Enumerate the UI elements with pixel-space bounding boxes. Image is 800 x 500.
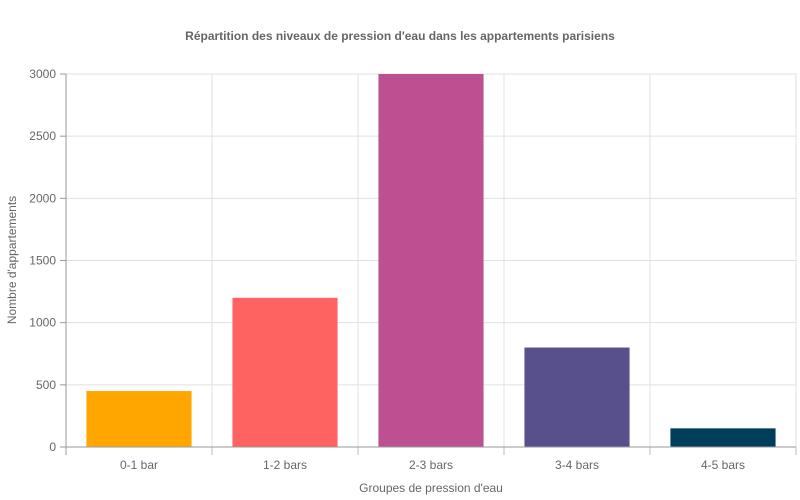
x-tick-label: 0-1 bar bbox=[120, 458, 158, 472]
x-axis-label: Groupes de pression d'eau bbox=[359, 481, 503, 495]
bar-0-1-bar[interactable] bbox=[86, 391, 192, 447]
x-tick-label: 2-3 bars bbox=[409, 458, 453, 472]
y-tick-label: 3000 bbox=[29, 67, 56, 81]
bar-4-5-bars[interactable] bbox=[670, 428, 776, 447]
y-tick-label: 2500 bbox=[29, 129, 56, 143]
y-axis-label: Nombre d'appartements bbox=[5, 196, 19, 324]
x-tick-label: 4-5 bars bbox=[701, 458, 745, 472]
axes: 0 500 1000 1500 2000 2500 3000 0-1 bar 1-2 bars 2… bbox=[29, 67, 797, 472]
y-tick-label: 0 bbox=[49, 440, 56, 454]
bar-3-4-bars[interactable] bbox=[524, 347, 630, 447]
y-tick-label: 1500 bbox=[29, 254, 56, 268]
bar-2-3-bars[interactable] bbox=[378, 74, 484, 447]
bars bbox=[86, 74, 776, 447]
y-tick-label: 500 bbox=[36, 378, 56, 392]
bar-1-2-bars[interactable] bbox=[232, 297, 338, 447]
x-tick-label: 1-2 bars bbox=[263, 458, 307, 472]
y-tick-label: 2000 bbox=[29, 191, 56, 205]
y-tick-label: 1000 bbox=[29, 316, 56, 330]
x-tick-label: 3-4 bars bbox=[555, 458, 599, 472]
chart-title: Répartition des niveaux de pression d'ea… bbox=[185, 29, 615, 43]
